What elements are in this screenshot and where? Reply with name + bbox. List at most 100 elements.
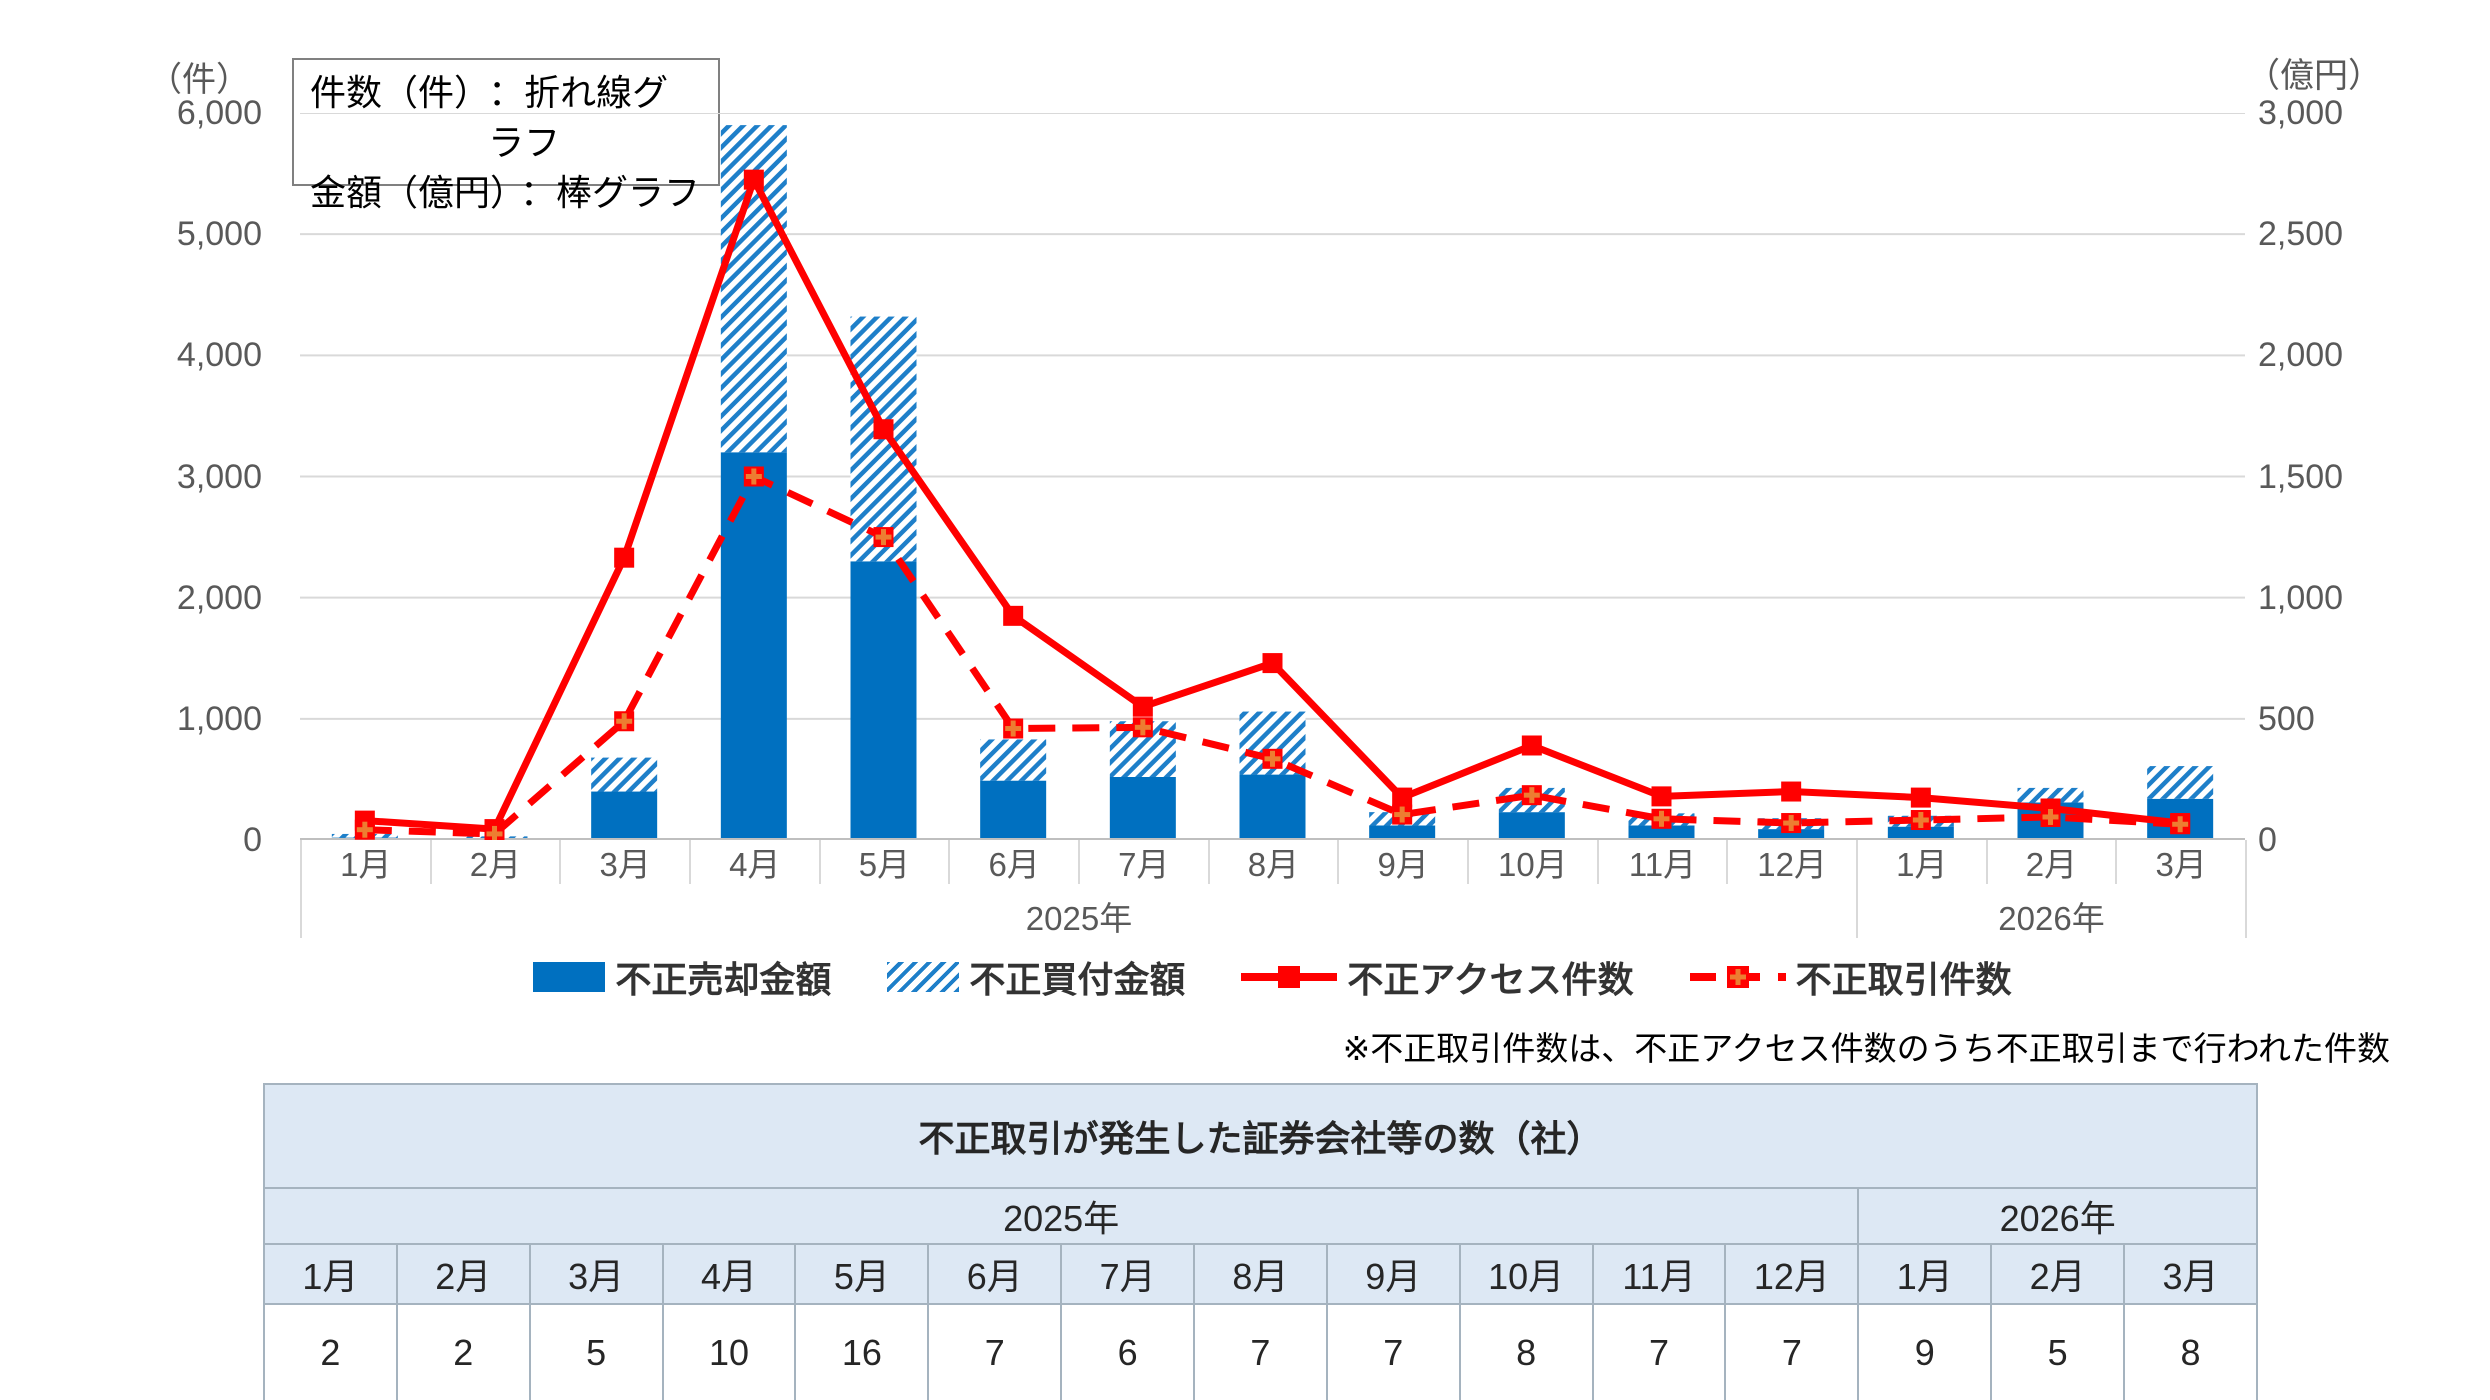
legend-item-sell-amount: 不正売却金額: [533, 951, 831, 1003]
right-axis-tick: 2,500: [2258, 215, 2344, 254]
left-axis-tick: 6,000: [176, 94, 262, 132]
left-axis-tick: 4,000: [176, 336, 262, 375]
table-month-cell: 8月: [1193, 1243, 1328, 1305]
month-label: 2月: [1985, 840, 2116, 884]
month-label: 1月: [300, 840, 430, 884]
bar-solid: [1887, 826, 1954, 840]
info-row-bars: 金額（億円） ：棒グラフ: [310, 168, 702, 218]
legend-swatch-dashed-line: [1689, 966, 1786, 988]
bar-solid: [720, 452, 787, 840]
marker-access: [1651, 786, 1672, 807]
table-year-cell: 2025年: [262, 1187, 1860, 1245]
table-value-cell: 6: [1060, 1303, 1196, 1400]
bar-hatched: [2017, 787, 2084, 803]
info-row-lines: 件数（件） ：折れ線グラフ: [310, 68, 702, 168]
table-value-cell: 16: [794, 1303, 930, 1400]
table-value-cell: 7: [1325, 1303, 1461, 1400]
legend-item-access-count: 不正アクセス件数: [1241, 951, 1634, 1003]
company-count-table-grid: 不正取引が発生した証券会社等の数（社） 2025年 2026年 1月 2月 3月 4月 5月 6…: [262, 1083, 2258, 1400]
info-label-count: 件数（件）: [310, 72, 491, 113]
bar-hatched: [980, 739, 1047, 781]
right-axis-unit: （億円）: [2246, 57, 2382, 95]
bar-hatched: [2147, 766, 2214, 799]
table-value-cell: 7: [927, 1303, 1063, 1400]
bar-solid: [1628, 825, 1695, 840]
marker-access: [1521, 735, 1542, 756]
left-axis-tick: 2,000: [176, 578, 262, 617]
year-label: 2026年: [1856, 884, 2245, 938]
table-month-cell: 12月: [1724, 1243, 1860, 1305]
table-month-cell: 2月: [1990, 1243, 2126, 1305]
table-value-cell: 7: [1193, 1303, 1328, 1400]
table-month-cell: 9月: [1325, 1243, 1461, 1305]
month-label: 8月: [1207, 840, 1338, 884]
marker-access: [1910, 787, 1931, 808]
legend-swatch-solid-line: [1241, 966, 1338, 988]
band-divider: [2245, 840, 2247, 884]
right-axis-tick: 0: [2258, 821, 2277, 859]
table-month-cell: 3月: [528, 1243, 664, 1305]
month-label: 5月: [818, 840, 949, 884]
legend-swatch-hatched-bar: [887, 962, 960, 992]
marker-access: [1132, 696, 1153, 717]
bar-solid: [1109, 776, 1176, 840]
month-label: 7月: [1078, 840, 1208, 884]
right-axis-tick: 1,000: [2258, 578, 2344, 617]
marker-access: [614, 547, 635, 568]
bar-solid: [1758, 829, 1825, 840]
legend-label-buy-amount: 不正買付金額: [969, 959, 1186, 1000]
marker-access: [743, 169, 764, 190]
table-value-cell: 5: [528, 1303, 664, 1400]
bar-solid: [1239, 774, 1306, 840]
left-axis-tick: 3,000: [176, 457, 262, 496]
bar-hatched: [591, 757, 658, 792]
table-month-cell: 4月: [661, 1243, 797, 1305]
table-month-cell: 3月: [2123, 1243, 2258, 1305]
table-value-cell: 2: [263, 1303, 398, 1400]
marker-access: [1781, 781, 1802, 802]
company-count-table: 不正取引が発生した証券会社等の数（社） 2025年 2026年 1月 2月 3月 4月 5月 6…: [262, 1083, 2258, 1400]
bar-solid: [1498, 812, 1565, 840]
month-label: 10月: [1467, 840, 1597, 884]
legend-swatch-solid-bar: [533, 962, 606, 992]
table-value-cell: 9: [1857, 1303, 1993, 1400]
left-axis-tick: 5,000: [176, 215, 262, 254]
marker-access: [1392, 787, 1413, 808]
right-axis-tick: 2,000: [2258, 336, 2344, 375]
month-label: 4月: [689, 840, 819, 884]
left-axis-tick: 1,000: [176, 699, 262, 738]
table-month-cell: 1月: [263, 1243, 398, 1305]
table-month-cell: 11月: [1591, 1243, 1727, 1305]
bar-solid: [591, 791, 658, 840]
line-marker-icon: [1278, 966, 1301, 988]
table-month-cell: 1月: [1857, 1243, 1993, 1305]
marker-access: [873, 419, 894, 440]
right-axis-tick: 3,000: [2258, 94, 2344, 132]
line-marker-plus-icon: [1726, 966, 1749, 988]
month-label: 6月: [948, 840, 1078, 884]
bar-solid: [850, 561, 917, 840]
table-month-row: 1月 2月 3月 4月 5月 6月 7月 8月 9月 10月 11月 12月 1月 2月 3月: [263, 1243, 2258, 1305]
table-value-cell: 5: [1990, 1303, 2126, 1400]
year-label: 2025年: [300, 884, 1856, 938]
table-value-cell: 8: [2123, 1303, 2258, 1400]
table-value-cell: 7: [1724, 1303, 1860, 1400]
month-label: 12月: [1726, 840, 1856, 884]
info-value-amount: ：棒グラフ: [520, 172, 701, 213]
legend-item-trade-count: 不正取引件数: [1689, 951, 2012, 1003]
table-value-cell: 7: [1591, 1303, 1727, 1400]
table-year-cell: 2026年: [1857, 1187, 2258, 1245]
chart-footnote: ※不正取引件数は、不正アクセス件数のうち不正取引まで行われた件数: [1342, 1030, 2390, 1067]
marker-access: [1003, 605, 1024, 626]
month-label: 11月: [1596, 840, 1727, 884]
table-month-cell: 2月: [395, 1243, 531, 1305]
right-axis-tick: 500: [2258, 699, 2315, 738]
info-value-count: ：折れ線グラフ: [488, 72, 669, 163]
left-axis-tick: 0: [243, 821, 262, 859]
table-title: 不正取引が発生した証券会社等の数（社）: [263, 1083, 2258, 1189]
combo-chart-svg: [300, 112, 2245, 844]
month-label: 2月: [429, 840, 560, 884]
table-month-cell: 5月: [794, 1243, 930, 1305]
legend-label-trade-count: 不正取引件数: [1795, 959, 2012, 1000]
